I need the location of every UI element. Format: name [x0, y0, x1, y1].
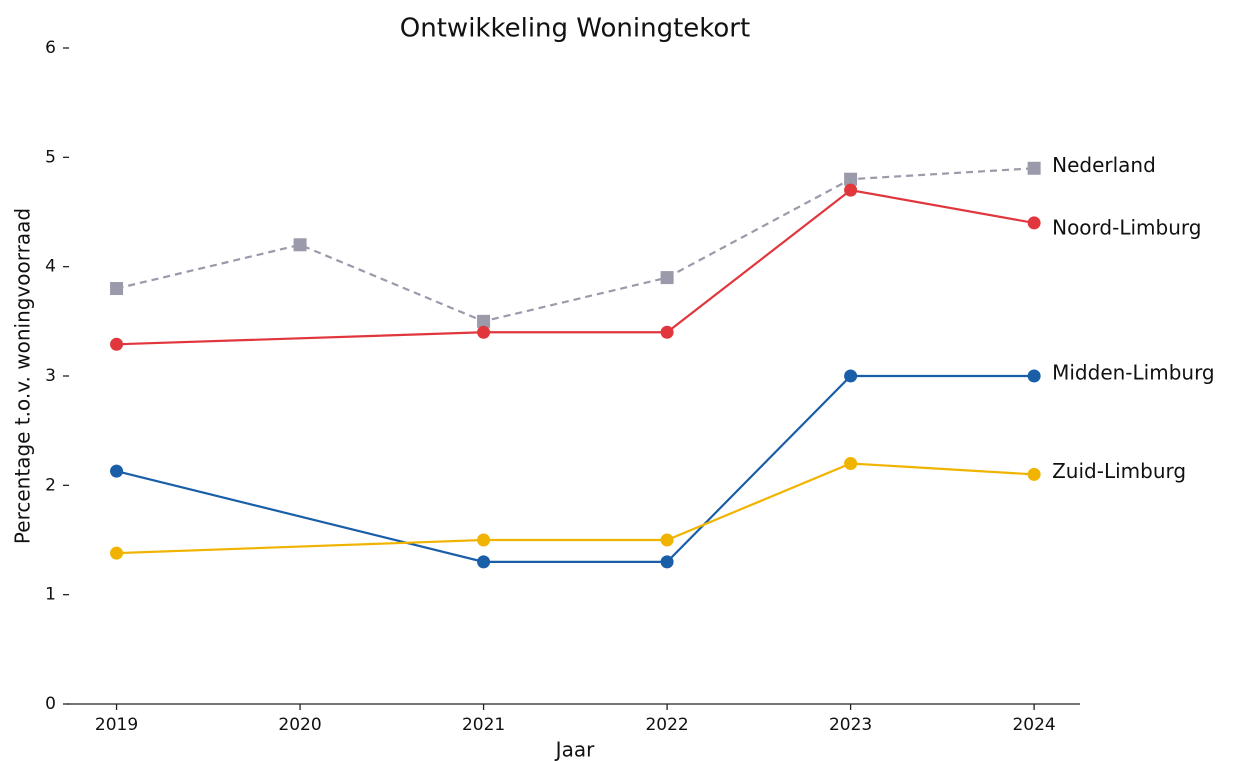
series-line [116, 167, 1035, 323]
x-tick-label: 2019 [95, 715, 138, 735]
series-line [116, 374, 1035, 563]
marker [477, 533, 491, 547]
series-label: Noord-Limburg [1052, 215, 1201, 239]
x-tick-label: 2024 [1012, 715, 1055, 735]
marker [660, 533, 674, 547]
x-tick-label: 2020 [278, 715, 321, 735]
x-tick-label: 2021 [462, 715, 505, 735]
y-tick-label: 3 [45, 366, 56, 386]
marker [1027, 216, 1041, 230]
y-axis-label: Percentage t.o.v. woningvoorraad [11, 208, 35, 544]
x-axis-label: Jaar [554, 738, 595, 761]
marker [660, 325, 674, 339]
marker [110, 282, 124, 296]
series-line [116, 188, 1035, 346]
marker [844, 456, 858, 470]
marker [110, 464, 124, 478]
marker [660, 555, 674, 569]
y-tick-label: 1 [45, 585, 56, 605]
series-label: Nederland [1052, 153, 1156, 177]
series-label: Zuid-Limburg [1052, 459, 1186, 483]
series-line [116, 462, 1035, 555]
x-tick-label: 2022 [645, 715, 688, 735]
marker [477, 325, 491, 339]
marker [1027, 467, 1041, 481]
x-tick-label: 2023 [829, 715, 872, 735]
y-tick-label: 6 [45, 38, 56, 58]
marker [110, 546, 124, 560]
series-label: Midden-Limburg [1052, 361, 1215, 385]
marker [1027, 161, 1041, 175]
marker [844, 369, 858, 383]
marker [293, 238, 307, 252]
y-tick-label: 0 [45, 694, 56, 714]
marker [844, 183, 858, 197]
marker [1027, 369, 1041, 383]
y-tick-label: 2 [45, 475, 56, 495]
chart-title: Ontwikkeling Woningtekort [400, 14, 750, 44]
marker [660, 271, 674, 285]
marker [477, 314, 491, 328]
y-tick-label: 4 [45, 257, 56, 277]
marker [844, 172, 858, 186]
y-tick-label: 5 [45, 147, 56, 167]
marker [477, 555, 491, 569]
marker [110, 337, 124, 351]
